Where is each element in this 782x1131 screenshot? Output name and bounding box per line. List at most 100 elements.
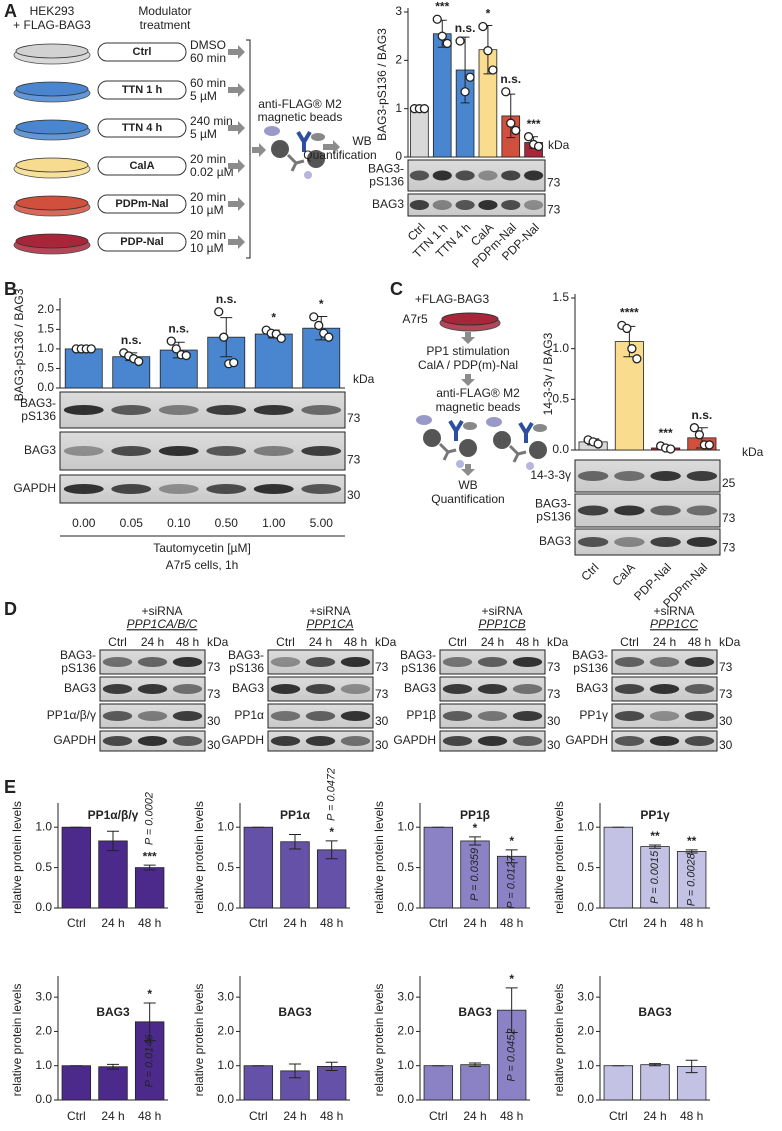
y-tick-label: 1.0: [37, 341, 54, 355]
condition-label: TTN 4 h: [122, 122, 163, 134]
y-tick-label: 2.0: [397, 1024, 414, 1038]
dish: [15, 195, 89, 211]
bar: [640, 1064, 670, 1101]
significance: *: [329, 825, 334, 839]
condition-label: PDP-Nal: [120, 236, 163, 248]
chart-title: PP1β: [460, 808, 490, 822]
blot-label: 14-3-3γ: [530, 468, 571, 482]
protein: [486, 417, 502, 427]
blot-label: BAG3: [404, 681, 436, 695]
panel-label: D: [4, 599, 17, 619]
x-tick-label: 48 h: [500, 1109, 523, 1123]
y-tick-label: 0.0: [397, 900, 414, 914]
blot-band: [684, 736, 715, 746]
diagram-text: +FLAG-BAG3: [415, 292, 490, 306]
x-tick-label: 0.05: [120, 516, 144, 530]
blot-band: [442, 657, 473, 667]
lane-label: Ctrl: [620, 635, 639, 649]
blot-band: [172, 711, 203, 721]
blot-band: [158, 446, 199, 456]
significance: ****: [620, 306, 639, 320]
condition-label: Ctrl: [133, 46, 152, 58]
y-tick-label: 1: [395, 101, 402, 115]
blot-band: [206, 446, 247, 456]
blot-label: BAG3-: [228, 648, 264, 662]
condition-text: DMSO: [190, 38, 226, 52]
significance: *: [486, 7, 491, 21]
blot-band: [649, 684, 680, 694]
treatment-label: +siRNA: [309, 604, 350, 618]
diagram-text: Quantification: [431, 492, 504, 506]
diagram-text: A7r5: [402, 312, 428, 326]
y-tick-label: 3.0: [35, 989, 52, 1003]
bar: [61, 826, 92, 909]
y-tick-label: 1.0: [577, 1058, 594, 1072]
blot-band: [111, 484, 152, 494]
blot-band: [614, 505, 645, 516]
p-value: P = 0.0472: [326, 768, 338, 821]
x-tick-label: 5.00: [310, 516, 334, 530]
significance: n.s.: [168, 321, 189, 335]
bar: [410, 108, 429, 158]
blot-band: [270, 736, 301, 746]
y-axis-label: relative protein levels: [552, 801, 566, 914]
y-tick-label: 0.5: [577, 860, 594, 874]
y-axis-label: relative protein levels: [10, 984, 24, 1097]
p-value: P = 0.0127: [506, 855, 518, 909]
data-point: [314, 320, 324, 331]
y-tick-label: 0.5: [397, 860, 414, 874]
diagram-text: PP1 stimulation: [426, 344, 509, 358]
blot-band: [477, 736, 508, 746]
x-tick-label: Ctrl: [578, 560, 601, 583]
blot-band: [614, 471, 645, 481]
blot-band: [301, 446, 342, 456]
protein: [311, 133, 325, 141]
arrow: [461, 374, 475, 386]
significance: ***: [143, 849, 157, 863]
data-point: [309, 312, 319, 322]
significance: *: [509, 972, 514, 986]
blot-band: [63, 405, 104, 415]
blot-band: [111, 405, 152, 415]
significance: *: [147, 987, 152, 1001]
error-bar: [325, 1061, 338, 1072]
condition-text: 60 min: [190, 76, 226, 90]
x-tick-label: 24 h: [101, 1109, 124, 1123]
blot-band: [501, 200, 521, 210]
data-point: [465, 72, 475, 82]
y-tick-label: 0.0: [35, 1092, 52, 1106]
kda-marker: 73: [375, 660, 389, 674]
significance: n.s.: [216, 292, 237, 306]
bar: [61, 1065, 92, 1101]
blot-band: [270, 711, 301, 721]
blot-band: [305, 736, 336, 746]
x-tick-label: 24 h: [101, 916, 124, 930]
x-tick-label: Ctrl: [249, 1109, 268, 1123]
blot-label: GAPDH: [13, 481, 56, 495]
x-tick-label: Ctrl: [429, 1109, 448, 1123]
data-point: [704, 440, 715, 450]
lane-label: 48 h: [344, 635, 367, 649]
blot-band: [614, 711, 645, 721]
x-tick-label: 48 h: [320, 1109, 343, 1123]
arrow: [252, 143, 266, 157]
blot-label: BAG3-: [60, 648, 96, 662]
y-tick-label: 2: [395, 53, 402, 67]
blot-label: PP1β: [406, 708, 436, 722]
blot-label: BAG3-: [368, 162, 404, 176]
x-tick-label: Ctrl: [67, 916, 86, 930]
kda-marker: 30: [547, 738, 561, 752]
diagram-text: + FLAG-BAG3: [13, 18, 91, 32]
data-point: [533, 141, 544, 152]
blot-band: [577, 505, 609, 516]
condition-label: CalA: [129, 160, 154, 172]
error-bar: [143, 864, 156, 871]
data-point: [632, 354, 642, 364]
blot-band: [305, 684, 336, 694]
y-tick-label: 0.5: [552, 392, 569, 406]
kda-unit: kDa: [548, 138, 570, 152]
diagram-text: magnetic beads: [258, 110, 343, 124]
blot-band: [442, 711, 473, 721]
bar: [640, 846, 670, 909]
y-tick-label: 0.0: [552, 442, 569, 456]
